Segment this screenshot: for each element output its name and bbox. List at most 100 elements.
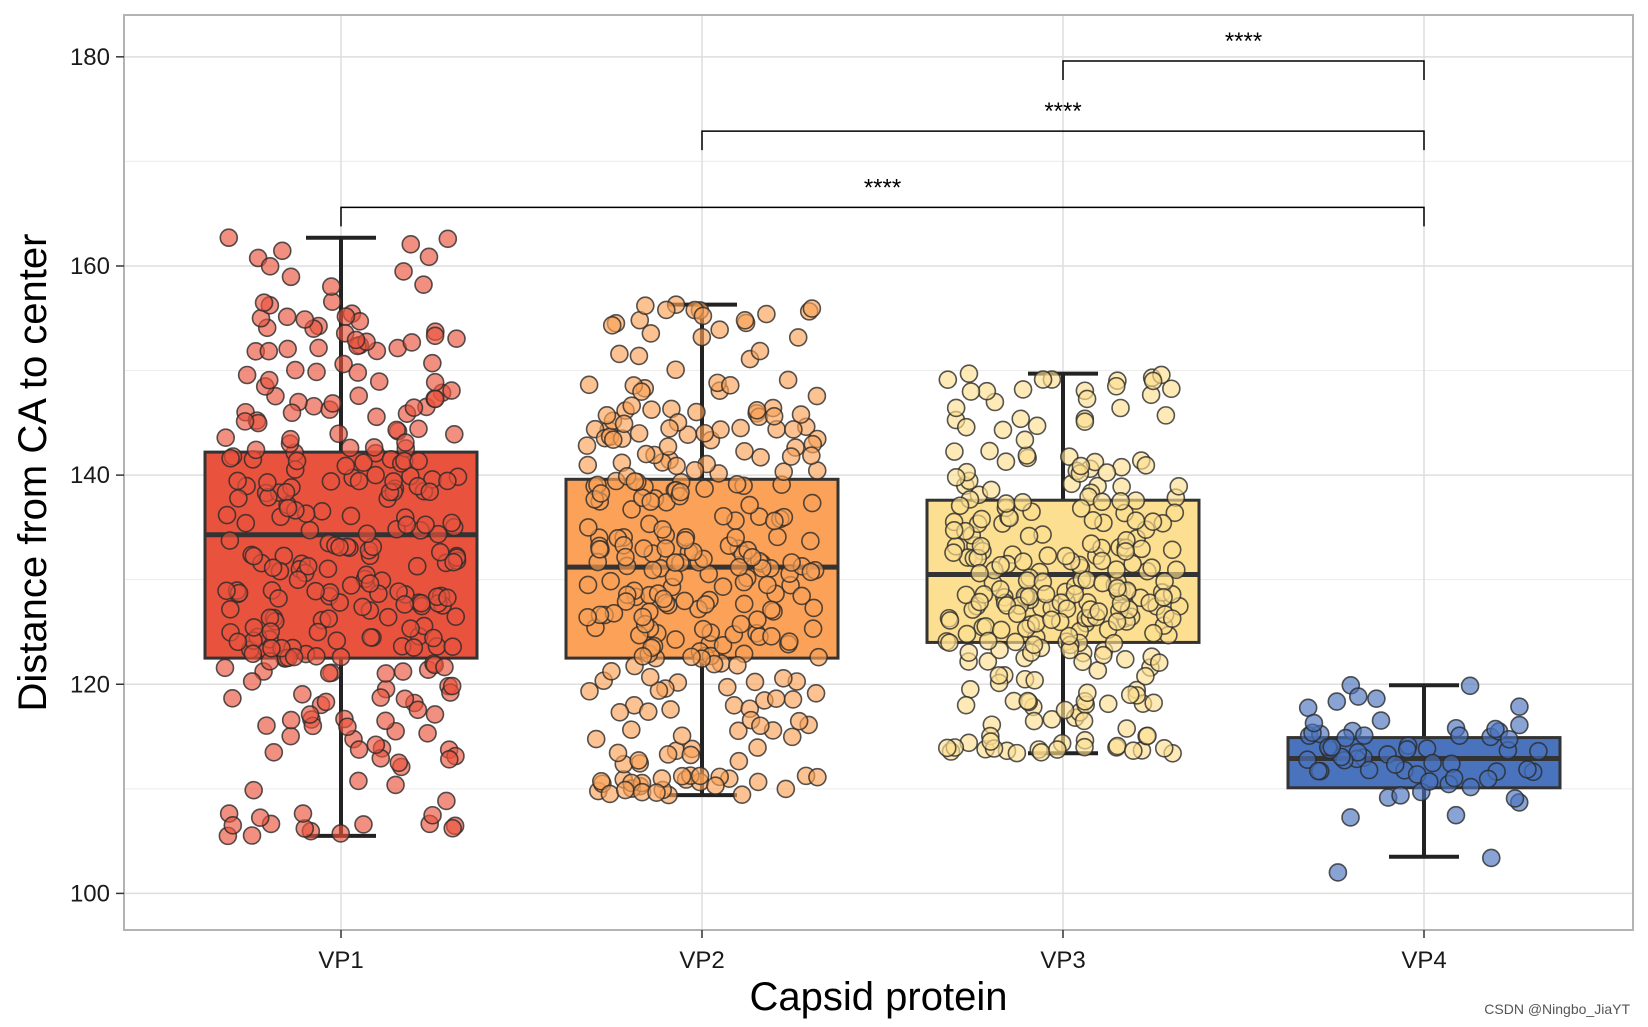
point-vp1 [376, 664, 396, 683]
point-vp2 [647, 783, 666, 802]
point-vp3 [1074, 711, 1094, 731]
point-vp2 [590, 539, 609, 559]
significance-bracket [340, 206, 1425, 227]
point-vp2 [636, 296, 655, 315]
point-vp3 [957, 624, 977, 644]
point-vp1 [354, 453, 373, 472]
point-vp1 [319, 609, 339, 628]
point-vp2 [629, 346, 649, 366]
significance-bracket [701, 130, 1425, 151]
point-vp1 [308, 622, 328, 642]
point-vp2 [578, 608, 597, 627]
point-vp1 [307, 362, 326, 382]
point-vp2 [610, 703, 630, 722]
point-vp2 [682, 647, 701, 667]
point-vp3 [956, 417, 976, 437]
point-vp3 [1155, 572, 1174, 591]
point-vp1 [402, 333, 422, 352]
point-vp3 [1027, 416, 1047, 436]
point-vp3 [991, 620, 1011, 640]
point-vp4 [1486, 719, 1505, 739]
point-vp2 [792, 586, 812, 606]
point-vp1 [298, 556, 318, 576]
y-tick-label: 100 [70, 880, 110, 907]
point-vp3 [981, 480, 1001, 500]
point-vp2 [658, 745, 678, 764]
point-vp3 [1092, 551, 1112, 571]
point-vp1 [316, 692, 336, 712]
point-vp1 [395, 689, 415, 709]
point-vp2 [724, 696, 744, 715]
point-vp1 [408, 700, 428, 720]
point-vp2 [693, 619, 713, 639]
point-vp1 [357, 524, 377, 544]
point-vp1 [404, 638, 424, 657]
point-vp2 [690, 766, 710, 786]
point-vp3 [1124, 741, 1143, 761]
point-vp1 [401, 619, 420, 638]
point-vp2 [806, 684, 826, 703]
point-vp2 [729, 557, 749, 577]
point-vp2 [578, 518, 598, 537]
point-vp2 [807, 386, 827, 406]
point-vp3 [1093, 645, 1113, 665]
point-vp2 [757, 304, 776, 324]
point-vp3 [959, 643, 979, 662]
point-vp2 [665, 553, 685, 572]
point-vp3 [1007, 604, 1027, 624]
point-vp4 [1341, 808, 1360, 827]
point-vp2 [666, 630, 685, 649]
point-vp2 [597, 405, 617, 425]
point-vp2 [580, 681, 599, 701]
point-vp4 [1298, 698, 1318, 718]
point-vp1 [330, 537, 349, 557]
point-vp3 [1107, 560, 1126, 579]
point-vp3 [1048, 740, 1067, 759]
point-vp2 [717, 677, 737, 697]
point-vp4 [1385, 755, 1405, 774]
point-vp2 [732, 785, 752, 804]
point-vp2 [636, 444, 656, 464]
point-vp3 [996, 452, 1016, 471]
point-vp1 [349, 386, 369, 406]
point-vp2 [676, 530, 695, 550]
point-vp3 [1007, 743, 1027, 763]
point-vp3 [1011, 409, 1031, 429]
point-vp2 [643, 560, 663, 580]
point-vp2 [714, 506, 733, 526]
point-vp2 [802, 446, 821, 465]
point-vp1 [220, 531, 240, 550]
point-vp1 [312, 502, 332, 521]
point-vp3 [1089, 602, 1108, 621]
point-vp3 [1138, 726, 1157, 746]
point-vp4 [1505, 789, 1525, 808]
point-vp3 [977, 381, 997, 401]
point-vp2 [766, 689, 786, 708]
point-vp2 [809, 647, 828, 667]
point-vp3 [959, 364, 979, 383]
point-vp3 [1017, 446, 1037, 465]
point-vp4 [1478, 769, 1498, 789]
point-vp3 [961, 382, 981, 401]
point-vp4 [1499, 729, 1519, 749]
point-vp1 [438, 588, 457, 608]
point-vp1 [354, 815, 373, 834]
point-vp2 [713, 577, 733, 596]
point-vp2 [735, 311, 755, 330]
point-vp1 [244, 618, 264, 637]
point-vp1 [329, 424, 348, 444]
y-tick-label: 180 [70, 44, 110, 71]
point-vp2 [633, 607, 653, 627]
point-vp3 [991, 580, 1010, 599]
point-vp2 [661, 700, 680, 719]
point-vp1 [281, 267, 301, 287]
point-vp1 [223, 816, 243, 835]
point-vp2 [740, 495, 759, 515]
point-vp4 [1309, 761, 1328, 781]
point-vp2 [586, 729, 606, 749]
point-vp1 [346, 330, 366, 350]
point-vp3 [956, 695, 976, 715]
point-vp1 [424, 628, 443, 648]
point-vp2 [727, 474, 747, 494]
point-vp2 [751, 447, 770, 467]
